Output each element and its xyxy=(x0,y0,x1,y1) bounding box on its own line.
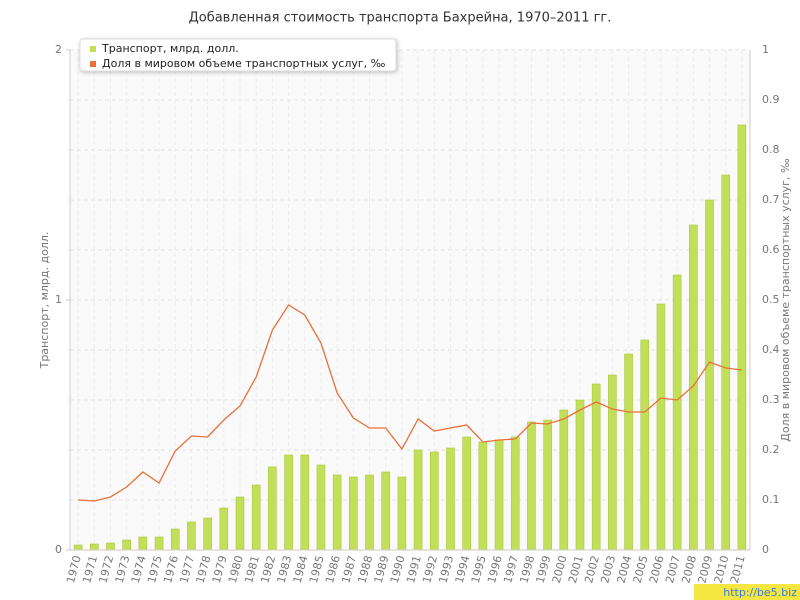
bar xyxy=(73,544,83,551)
bar xyxy=(543,419,552,551)
bar xyxy=(316,464,326,551)
bar xyxy=(203,517,212,551)
bar xyxy=(219,507,229,551)
bar xyxy=(510,436,520,551)
bar xyxy=(138,536,148,551)
bar xyxy=(349,476,358,551)
bar xyxy=(737,124,747,551)
y2-axis-label: Доля в мировом объеме транспортных услуг… xyxy=(779,158,792,442)
bar xyxy=(705,199,714,551)
legend-box xyxy=(79,38,397,72)
y-tick-label: 1 xyxy=(55,293,62,306)
bar xyxy=(235,496,245,551)
bar xyxy=(413,449,423,551)
y2-tick-label: 0.7 xyxy=(762,193,780,206)
bar xyxy=(187,521,196,551)
bar xyxy=(559,409,569,551)
bar xyxy=(381,471,391,551)
y-tick-label: 2 xyxy=(55,43,62,56)
legend: Транспорт, млрд. долл. Доля в мировом объ… xyxy=(79,38,397,72)
bar xyxy=(154,536,164,551)
bar xyxy=(689,224,698,551)
bar xyxy=(575,399,585,551)
bar xyxy=(721,174,731,551)
y2-tick-label: 0 xyxy=(762,543,769,556)
y2-tick-label: 1 xyxy=(762,43,769,56)
bar xyxy=(462,436,471,551)
bar xyxy=(429,451,439,551)
y2-tick-label: 0.9 xyxy=(762,93,780,106)
bar xyxy=(106,542,115,551)
bar xyxy=(656,303,666,551)
y-tick-label: 0 xyxy=(55,543,62,556)
bar xyxy=(122,539,131,551)
marks xyxy=(73,124,747,551)
legend-swatch xyxy=(90,46,96,52)
bar xyxy=(268,466,277,551)
y2-tick-label: 0.5 xyxy=(762,293,780,306)
y2-tick-label: 0.3 xyxy=(762,393,780,406)
bar xyxy=(527,421,536,551)
y-axis-label: Транспорт, млрд. долл. xyxy=(38,232,51,370)
watermark-bg xyxy=(694,584,800,600)
bar xyxy=(446,447,455,551)
y2-tick-label: 0.6 xyxy=(762,243,780,256)
bar xyxy=(494,439,504,551)
line xyxy=(78,304,742,502)
legend-label: Транспорт, млрд. долл. xyxy=(101,42,239,55)
y2-tick-label: 0.4 xyxy=(762,343,780,356)
bar xyxy=(640,339,650,551)
bar xyxy=(365,474,374,551)
y2-tick-label: 0.8 xyxy=(762,143,780,156)
bar xyxy=(624,353,633,551)
bar xyxy=(170,528,180,551)
legend-swatch xyxy=(90,61,96,67)
bar xyxy=(251,484,261,551)
bar xyxy=(89,543,99,551)
bar xyxy=(672,274,682,551)
bar xyxy=(478,441,488,551)
y2-tick-label: 0.1 xyxy=(762,493,780,506)
bar xyxy=(608,374,617,551)
bar xyxy=(284,454,293,551)
bar xyxy=(397,476,407,551)
bar xyxy=(332,474,342,551)
y2-tick-label: 0.2 xyxy=(762,443,780,456)
chart-title: Добавленная стоимость транспорта Бахрейн… xyxy=(189,11,612,26)
bar xyxy=(591,383,601,551)
bar xyxy=(300,454,310,551)
legend-label: Доля в мировом объеме транспортных услуг… xyxy=(102,57,386,70)
watermark: http://be5.biz xyxy=(723,586,797,599)
